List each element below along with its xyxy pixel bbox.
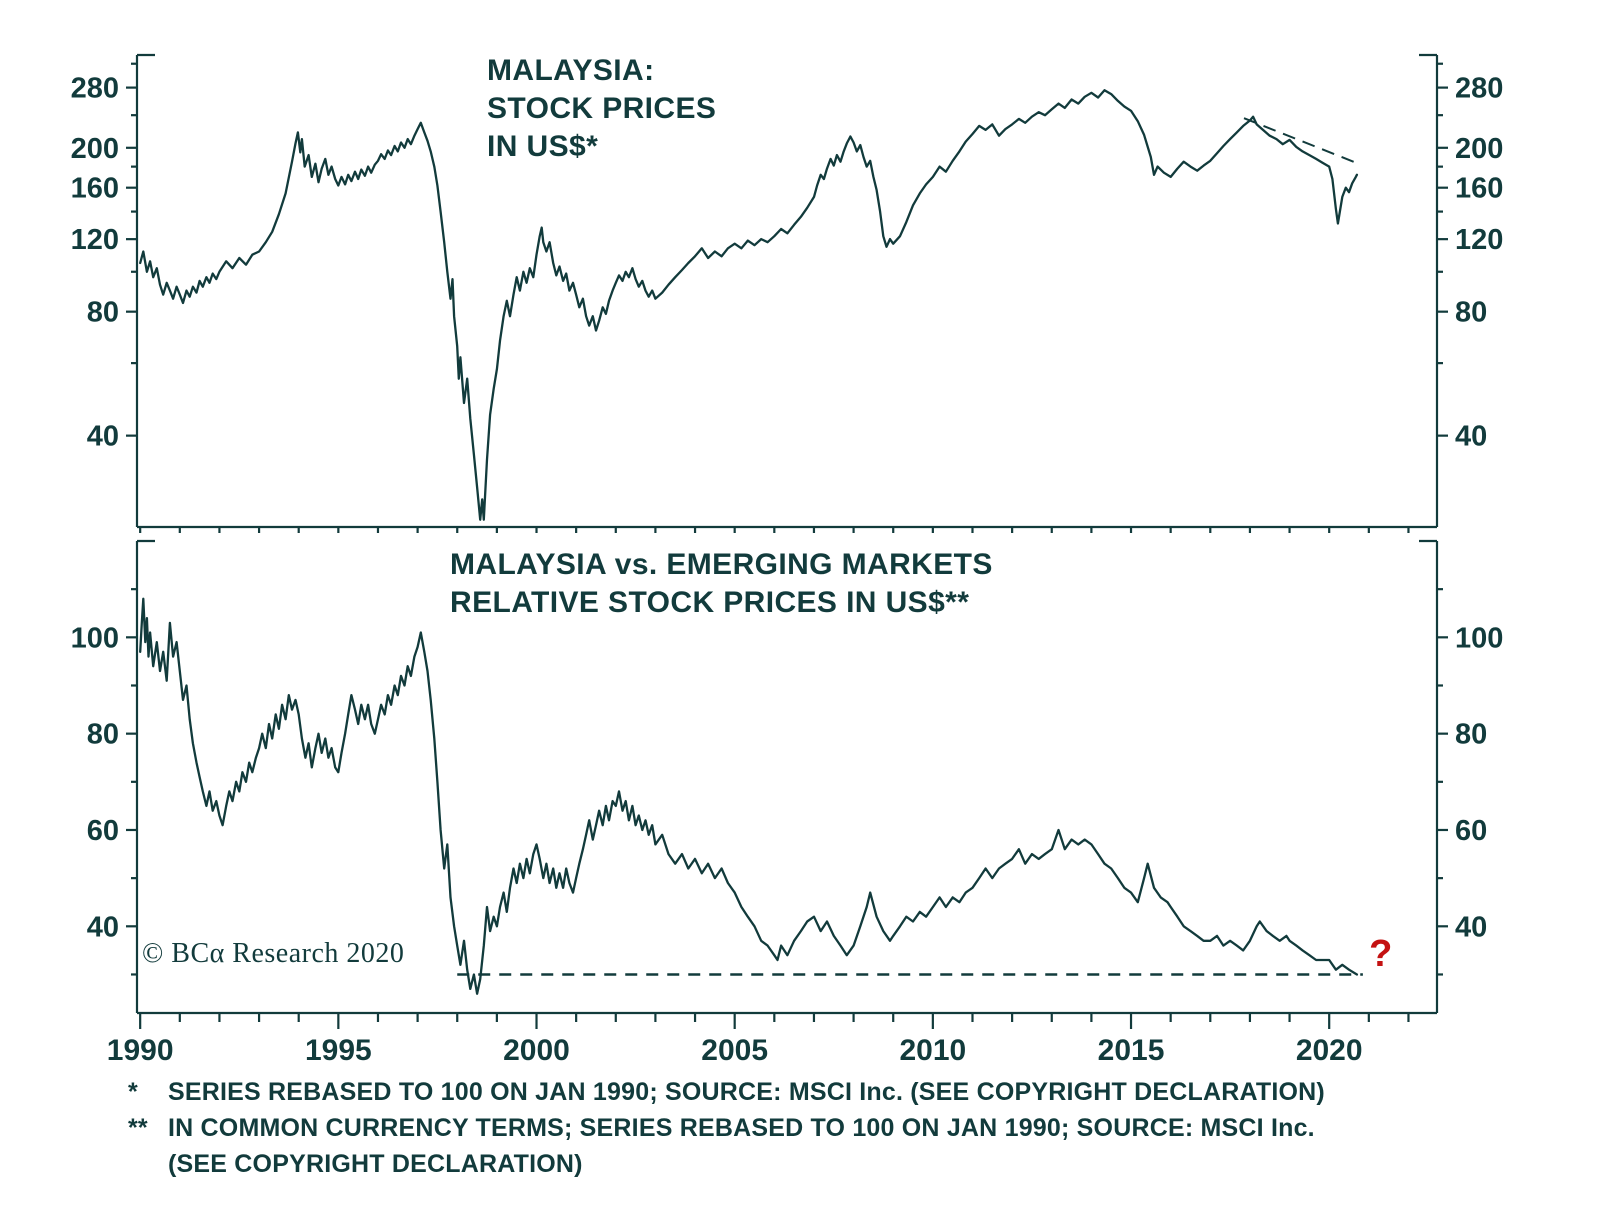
footnote-marker: *	[128, 1078, 138, 1106]
bottom-panel-title-line-2: RELATIVE STOCK PRICES IN US$**	[450, 586, 970, 619]
y-axis-label-left: 160	[71, 173, 119, 205]
footnotes: * SERIES REBASED TO 100 ON JAN 1990; SOU…	[128, 1074, 1325, 1182]
y-axis-label-right: 120	[1455, 224, 1503, 256]
x-axis-label: 2005	[701, 1034, 768, 1067]
x-axis-label: 2020	[1296, 1034, 1363, 1067]
footnote-marker	[128, 1146, 168, 1182]
y-axis-label-left: 60	[87, 815, 119, 847]
y-axis-label-right: 80	[1455, 719, 1487, 751]
top-panel-title: MALAYSIA: STOCK PRICES IN US$*	[487, 52, 716, 166]
y-axis-label-right: 200	[1455, 133, 1503, 165]
x-axis-label: 1995	[305, 1034, 372, 1067]
x-axis-label: 2010	[899, 1034, 966, 1067]
y-axis-label-right: 160	[1455, 173, 1503, 205]
y-axis-label-left: 80	[87, 719, 119, 751]
question-mark-annotation: ?	[1369, 933, 1392, 975]
y-axis-label-left: 40	[87, 911, 119, 943]
y-axis-label-right: 40	[1455, 911, 1487, 943]
y-axis-label-left: 100	[71, 622, 119, 654]
footnote-text: (SEE COPYRIGHT DECLARATION)	[168, 1150, 583, 1178]
footnote-marker: **	[128, 1114, 148, 1142]
footnote-text: IN COMMON CURRENCY TERMS; SERIES REBASED…	[168, 1114, 1315, 1142]
footnote-line: (SEE COPYRIGHT DECLARATION)	[128, 1146, 1325, 1182]
bottom-panel-title: MALAYSIA vs. EMERGING MARKETS RELATIVE S…	[450, 546, 993, 622]
footnote-line: * SERIES REBASED TO 100 ON JAN 1990; SOU…	[128, 1074, 1325, 1110]
bottom-price-series-line	[139, 597, 1359, 995]
top-panel-title-line-2: STOCK PRICES	[487, 92, 717, 125]
y-axis-label-right: 60	[1455, 815, 1487, 847]
x-axis-label: 2000	[503, 1034, 570, 1067]
y-axis-label-left: 80	[87, 297, 119, 329]
y-axis-label-left: 40	[87, 421, 119, 453]
y-axis-label-right: 100	[1455, 622, 1503, 654]
x-axis-label: 1990	[107, 1034, 174, 1067]
y-axis-label-left: 120	[71, 224, 119, 256]
y-axis-label-right: 40	[1455, 421, 1487, 453]
top-panel-title-line-3: IN US$*	[487, 130, 599, 163]
x-axis-label: 2015	[1098, 1034, 1165, 1067]
panel-top: 40 40 80 80 120 120 160 160 200 200 280 280	[71, 53, 1503, 533]
top-panel-title-line-1: MALAYSIA:	[487, 54, 655, 87]
y-axis-label-left: 280	[71, 73, 119, 105]
panel-bottom: 40 40 60 60 80 80 100 100 1990 1995 2000 2005 2010 20…	[71, 539, 1503, 1067]
dashed-trendline	[1243, 117, 1362, 166]
y-axis-label-right: 80	[1455, 297, 1487, 329]
footnote-text: SERIES REBASED TO 100 ON JAN 1990; SOURC…	[168, 1078, 1325, 1106]
copyright-note: © BCα Research 2020	[142, 938, 405, 969]
bottom-panel-title-line-1: MALAYSIA vs. EMERGING MARKETS	[450, 548, 993, 581]
top-price-series-line	[139, 89, 1359, 521]
y-axis-label-right: 280	[1455, 73, 1503, 105]
y-axis-label-left: 200	[71, 133, 119, 165]
footnote-line: ** IN COMMON CURRENCY TERMS; SERIES REBA…	[128, 1110, 1325, 1146]
